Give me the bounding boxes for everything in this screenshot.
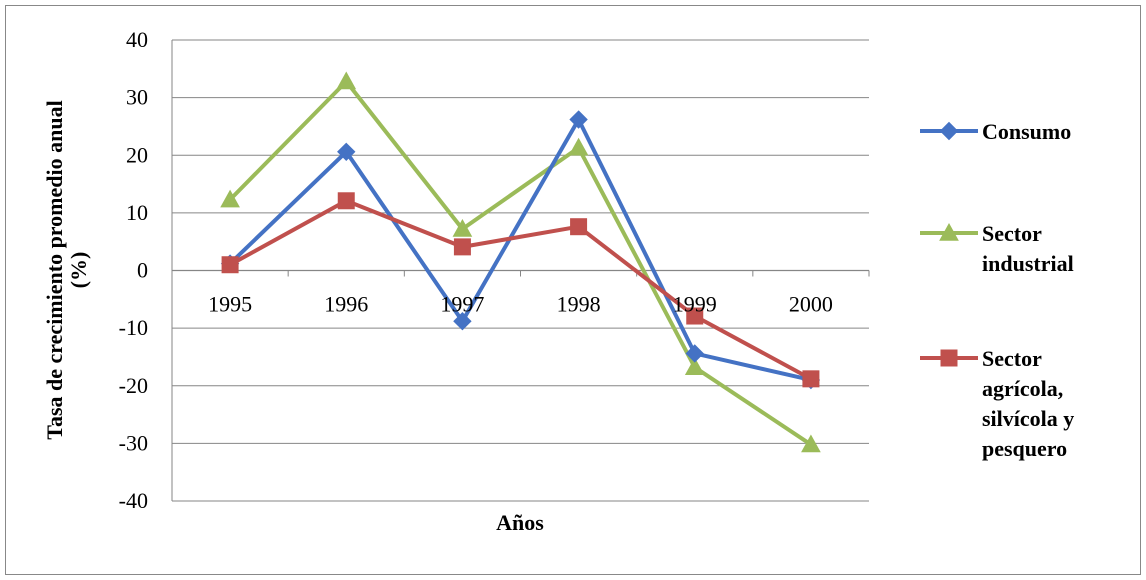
legend-label: Sector — [982, 221, 1042, 246]
triangle-marker — [336, 71, 357, 90]
x-tick-label: 1999 — [673, 292, 717, 317]
legend-label: Consumo — [982, 119, 1071, 144]
square-marker — [570, 218, 588, 236]
gridlines — [171, 39, 870, 502]
triangle-marker — [801, 434, 821, 453]
legend: Consumo Sector industrial Sector agrícola, si… — [920, 119, 1074, 461]
y-tick-label: 20 — [126, 142, 148, 167]
diamond-marker — [939, 121, 959, 141]
y-tick-label: 40 — [126, 27, 148, 52]
y-tick-label: -30 — [119, 430, 148, 455]
series-line — [229, 198, 812, 381]
x-tick-label: 2000 — [789, 292, 833, 317]
legend-label: agrícola, — [982, 376, 1063, 401]
legend-label: pesquero — [982, 436, 1067, 461]
y-tick-label: -40 — [119, 488, 148, 513]
square-marker — [453, 238, 471, 256]
diamond-marker — [337, 142, 356, 161]
triangle-marker — [220, 189, 240, 208]
x-tick-label: 1997 — [440, 292, 484, 317]
x-axis-title: Años — [496, 510, 544, 535]
series-line — [228, 79, 813, 447]
x-tick-label: 1996 — [324, 292, 368, 317]
x-tick-label: 1995 — [208, 292, 252, 317]
square-marker — [221, 256, 239, 274]
triangle-marker — [568, 137, 589, 156]
square-marker — [802, 370, 820, 388]
square-marker — [337, 192, 355, 210]
series-line — [228, 117, 812, 382]
y-tick-label: 0 — [137, 258, 148, 283]
diamond-marker — [569, 110, 588, 129]
square-marker — [686, 307, 704, 325]
triangle-marker — [452, 218, 473, 237]
y-axis-title-line2: (%) — [66, 252, 91, 289]
triangle-marker — [684, 357, 705, 376]
y-axis-title-line1: Tasa de crecimiento promedio anual — [42, 100, 67, 439]
y-axis-title: Tasa de crecimiento promedio anual (%) — [42, 100, 91, 439]
series-lines — [228, 79, 813, 447]
square-marker — [940, 349, 958, 367]
x-tick-labels: 1995 1996 1997 1998 1999 2000 — [208, 292, 833, 317]
y-tick-label: 30 — [126, 85, 148, 110]
legend-label: Sector — [982, 346, 1042, 371]
legend-label: industrial — [982, 251, 1074, 276]
diamond-marker — [453, 312, 472, 331]
triangle-marker — [939, 222, 959, 241]
y-tick-labels: -40 -30 -20 -10 0 10 20 30 40 — [119, 27, 148, 513]
diamond-marker — [685, 344, 704, 363]
chart-frame — [5, 5, 1141, 575]
x-tick-label: 1998 — [557, 292, 601, 317]
y-tick-label: 10 — [126, 200, 148, 225]
y-tick-label: -10 — [119, 315, 148, 340]
y-tick-label: -20 — [119, 373, 148, 398]
series-markers — [220, 71, 821, 453]
legend-label: silvícola y — [982, 406, 1074, 431]
